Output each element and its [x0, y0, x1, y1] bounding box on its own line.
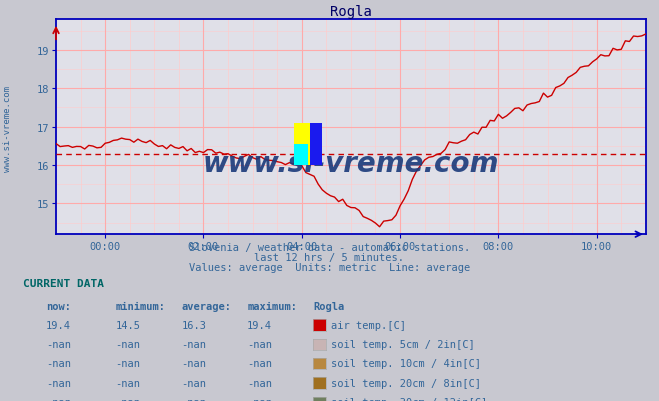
Text: Rogla: Rogla	[313, 301, 344, 311]
Text: -nan: -nan	[247, 378, 272, 388]
Text: -nan: -nan	[181, 397, 206, 401]
Text: soil temp. 5cm / 2in[C]: soil temp. 5cm / 2in[C]	[331, 339, 474, 349]
Text: -nan: -nan	[181, 339, 206, 349]
Text: last 12 hrs / 5 minutes.: last 12 hrs / 5 minutes.	[254, 253, 405, 263]
Text: soil temp. 10cm / 4in[C]: soil temp. 10cm / 4in[C]	[331, 358, 481, 369]
Text: 14.5: 14.5	[115, 320, 140, 330]
Text: -nan: -nan	[247, 397, 272, 401]
Text: -nan: -nan	[115, 339, 140, 349]
Text: -nan: -nan	[46, 378, 71, 388]
Text: -nan: -nan	[115, 397, 140, 401]
Text: 19.4: 19.4	[46, 320, 71, 330]
Text: air temp.[C]: air temp.[C]	[331, 320, 406, 330]
Text: -nan: -nan	[46, 397, 71, 401]
Text: Values: average  Units: metric  Line: average: Values: average Units: metric Line: aver…	[189, 263, 470, 273]
Text: -nan: -nan	[247, 358, 272, 369]
Text: -nan: -nan	[115, 378, 140, 388]
Text: average:: average:	[181, 301, 231, 311]
Text: www.si-vreme.com: www.si-vreme.com	[203, 150, 499, 178]
Text: soil temp. 20cm / 8in[C]: soil temp. 20cm / 8in[C]	[331, 378, 481, 388]
Text: -nan: -nan	[46, 358, 71, 369]
Text: soil temp. 30cm / 12in[C]: soil temp. 30cm / 12in[C]	[331, 397, 487, 401]
Text: www.si-vreme.com: www.si-vreme.com	[3, 85, 13, 171]
Bar	[293, 144, 308, 166]
Title: Rogla: Rogla	[330, 5, 372, 19]
Text: -nan: -nan	[181, 378, 206, 388]
Text: CURRENT DATA: CURRENT DATA	[23, 279, 104, 289]
Text: -nan: -nan	[46, 339, 71, 349]
Text: minimum:: minimum:	[115, 301, 165, 311]
Bar	[310, 124, 322, 166]
Text: maximum:: maximum:	[247, 301, 297, 311]
Text: 16.3: 16.3	[181, 320, 206, 330]
Text: now:: now:	[46, 301, 71, 311]
Text: 19.4: 19.4	[247, 320, 272, 330]
Bar	[293, 124, 322, 166]
Text: -nan: -nan	[181, 358, 206, 369]
Text: -nan: -nan	[115, 358, 140, 369]
Text: -nan: -nan	[247, 339, 272, 349]
Text: Slovenia / weather data - automatic stations.: Slovenia / weather data - automatic stat…	[189, 243, 470, 253]
